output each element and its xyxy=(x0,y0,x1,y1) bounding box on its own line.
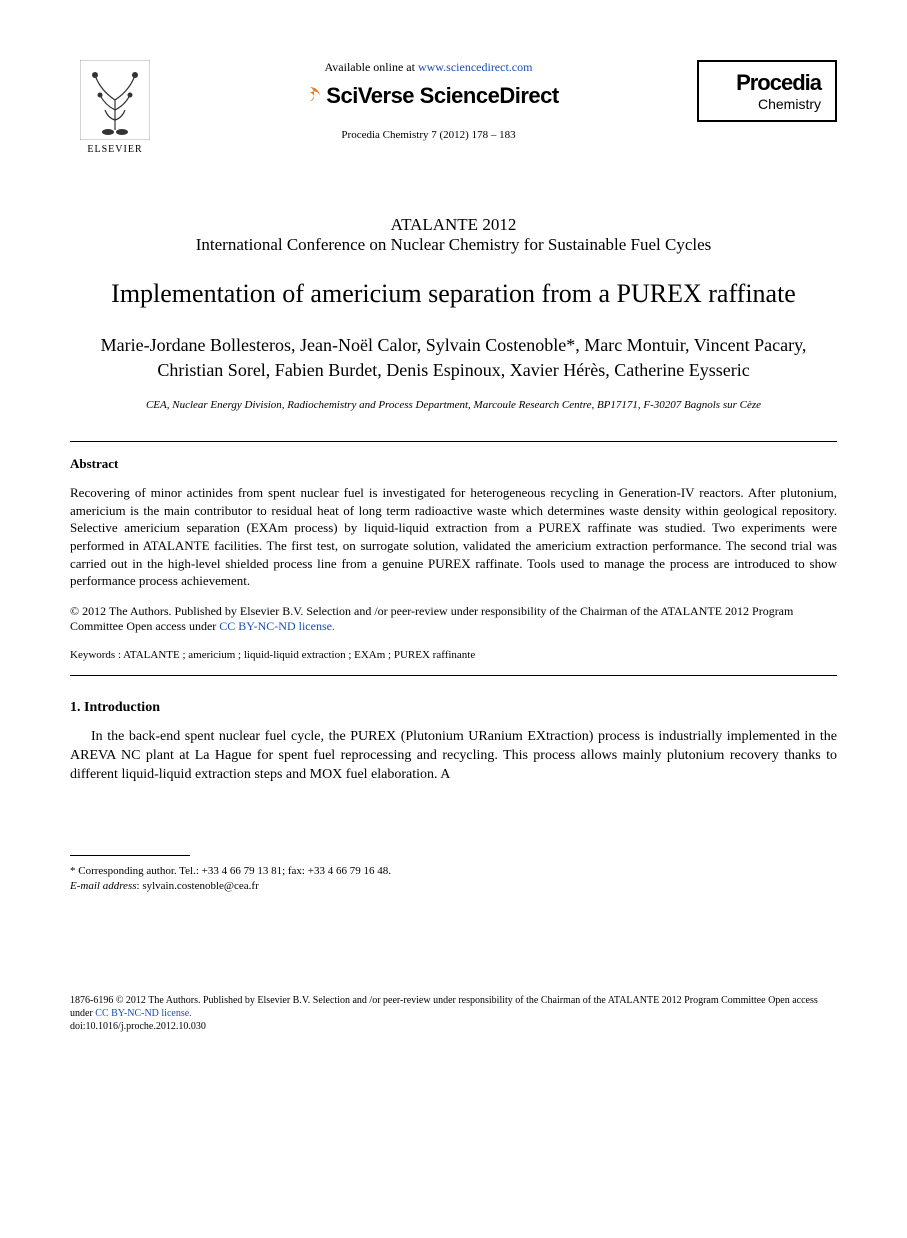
footnote-rule xyxy=(70,855,190,856)
procedia-box: Procedia Chemistry xyxy=(697,60,837,122)
rule-top xyxy=(70,441,837,442)
keywords-line: Keywords : ATALANTE ; americium ; liquid… xyxy=(70,649,837,661)
procedia-main: Procedia xyxy=(713,70,821,96)
paper-title: Implementation of americium separation f… xyxy=(70,279,837,309)
sciverse-text: SciVerse ScienceDirect xyxy=(326,83,558,108)
citation-line: Procedia Chemistry 7 (2012) 178 – 183 xyxy=(180,129,677,141)
center-header: Available online at www.sciencedirect.co… xyxy=(160,60,697,141)
license-link[interactable]: CC BY-NC-ND license. xyxy=(219,619,335,633)
copyright-block: © 2012 The Authors. Published by Elsevie… xyxy=(70,604,837,635)
abstract-heading: Abstract xyxy=(70,456,837,472)
abstract-body: Recovering of minor actinides from spent… xyxy=(70,484,837,589)
corresponding-author: * Corresponding author. Tel.: +33 4 66 7… xyxy=(70,864,837,879)
header-row: ELSEVIER Available online at www.science… xyxy=(70,60,837,155)
footnote-block: * Corresponding author. Tel.: +33 4 66 7… xyxy=(70,864,837,895)
sciverse-logo-text: SciVerse ScienceDirect xyxy=(180,83,677,109)
conference-full-name: International Conference on Nuclear Chem… xyxy=(70,235,837,255)
procedia-sub: Chemistry xyxy=(713,96,821,112)
conference-name: ATALANTE 2012 xyxy=(70,215,837,235)
conference-block: ATALANTE 2012 International Conference o… xyxy=(70,215,837,255)
open-access-text: Open access under xyxy=(126,619,219,633)
elsevier-label: ELSEVIER xyxy=(87,144,142,155)
doi-line: doi:10.1016/j.proche.2012.10.030 xyxy=(70,1020,837,1033)
bottom-line1: 1876-6196 © 2012 The Authors. Published … xyxy=(70,995,768,1006)
sciverse-swirl-icon xyxy=(298,85,322,109)
bottom-copyright: 1876-6196 © 2012 The Authors. Published … xyxy=(70,994,837,1020)
rule-bottom xyxy=(70,675,837,676)
available-prefix: Available online at xyxy=(325,60,418,74)
sciencedirect-url[interactable]: www.sciencedirect.com xyxy=(418,60,533,74)
affiliation: CEA, Nuclear Energy Division, Radiochemi… xyxy=(70,399,837,411)
bottom-bar: 1876-6196 © 2012 The Authors. Published … xyxy=(70,994,837,1033)
available-online-line: Available online at www.sciencedirect.co… xyxy=(180,60,677,75)
email-value: : sylvain.costenoble@cea.fr xyxy=(137,880,259,892)
elsevier-block: ELSEVIER xyxy=(70,60,160,155)
bottom-license-link[interactable]: CC BY-NC-ND license. xyxy=(95,1008,191,1019)
section-1-heading: 1. Introduction xyxy=(70,700,837,716)
email-line: E-mail address: sylvain.costenoble@cea.f… xyxy=(70,879,837,894)
page-container: ELSEVIER Available online at www.science… xyxy=(0,0,907,1073)
email-label: E-mail address xyxy=(70,880,137,892)
authors-list: Marie-Jordane Bollesteros, Jean-Noël Cal… xyxy=(70,333,837,383)
elsevier-tree-icon xyxy=(80,60,150,140)
intro-paragraph: In the back-end spent nuclear fuel cycle… xyxy=(70,728,837,785)
